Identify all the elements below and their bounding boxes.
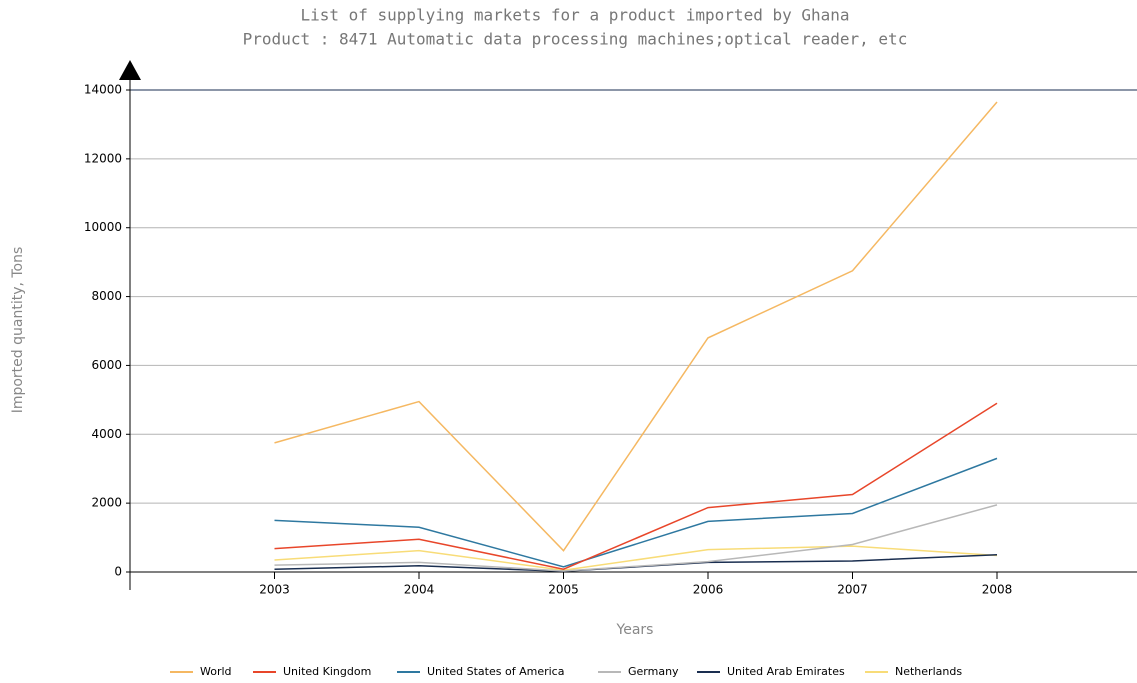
y-tick-label: 4000 xyxy=(91,427,122,441)
legend-label: World xyxy=(200,665,232,678)
x-tick-label: 2003 xyxy=(259,583,290,597)
x-tick-label: 2005 xyxy=(548,583,579,597)
y-tick-label: 0 xyxy=(114,565,122,579)
y-tick-label: 2000 xyxy=(91,496,122,510)
chart-title: List of supplying markets for a product … xyxy=(300,6,849,25)
x-tick-label: 2007 xyxy=(837,583,868,597)
x-tick-label: 2004 xyxy=(404,583,435,597)
y-tick-label: 12000 xyxy=(84,151,122,165)
series-line xyxy=(274,504,998,572)
x-tick-label: 2006 xyxy=(693,583,724,597)
y-tick-label: 10000 xyxy=(84,220,122,234)
series-line xyxy=(274,101,998,552)
y-tick-label: 14000 xyxy=(84,83,122,97)
legend-label: United States of America xyxy=(427,665,564,678)
series-line xyxy=(274,457,998,568)
axis-arrow xyxy=(119,60,141,80)
x-tick-label: 2008 xyxy=(982,583,1013,597)
y-axis-title: Imported quantity, Tons xyxy=(10,247,26,414)
legend-label: Germany xyxy=(628,665,679,678)
series-line xyxy=(274,402,998,571)
chart-subtitle: Product : 8471 Automatic data processing… xyxy=(243,30,908,49)
legend-label: United Arab Emirates xyxy=(727,665,845,678)
x-axis-title: Years xyxy=(616,622,654,638)
legend-label: Netherlands xyxy=(895,665,962,678)
y-tick-label: 8000 xyxy=(91,289,122,303)
legend-label: United Kingdom xyxy=(283,665,371,678)
y-tick-label: 6000 xyxy=(91,358,122,372)
series-line xyxy=(274,545,998,572)
